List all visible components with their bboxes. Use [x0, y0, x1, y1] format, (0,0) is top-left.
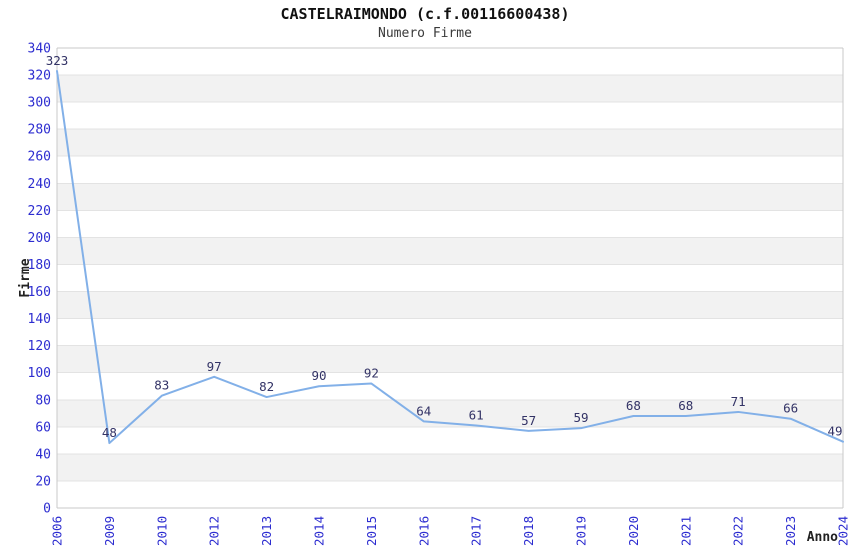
data-point-label: 57: [521, 413, 536, 428]
y-tick-label: 280: [28, 123, 51, 138]
data-series-line: [56, 70, 844, 445]
y-tick-label: 180: [28, 258, 51, 273]
y-tick-label: 160: [28, 285, 51, 300]
x-tick-label: 2012: [207, 516, 222, 546]
data-point-label: 97: [207, 359, 222, 374]
data-point-label: 66: [783, 401, 798, 416]
y-tick-label: 40: [35, 447, 51, 462]
x-tick-label: 2024: [836, 516, 850, 546]
y-tick-label: 0: [43, 502, 51, 517]
y-tick-label: 20: [35, 474, 51, 489]
background-band: [57, 75, 843, 103]
data-point-label: 83: [154, 378, 169, 393]
data-point-label: 323: [46, 53, 69, 68]
y-tick-label: 60: [35, 420, 51, 435]
y-tick-label: 240: [28, 177, 51, 192]
x-tick-label: 2017: [469, 516, 484, 546]
y-tick-label: 80: [35, 393, 51, 408]
data-point-label: 49: [827, 424, 842, 439]
y-tick-label: 260: [28, 150, 51, 165]
data-point-label: 59: [573, 410, 588, 425]
y-tick-label: 320: [28, 69, 51, 84]
x-tick-label: 2015: [364, 516, 379, 546]
y-tick-label: 120: [28, 339, 51, 354]
x-axis-title: Anno: [807, 530, 838, 545]
x-tick-label: 2016: [416, 516, 431, 546]
background-band: [57, 129, 843, 157]
y-tick-label: 100: [28, 366, 51, 381]
chart-title: CASTELRAIMONDO (c.f.00116600438): [280, 5, 570, 23]
y-tick-label: 140: [28, 312, 51, 327]
data-point-label: 68: [626, 398, 641, 413]
x-tick-label: 2023: [783, 516, 798, 546]
background-band: [57, 453, 843, 481]
x-tick-label: 2006: [50, 516, 65, 546]
data-point-label: 92: [364, 366, 379, 381]
x-tick-label: 2019: [574, 516, 589, 546]
y-axis-title: Firme: [18, 258, 33, 297]
x-tick-label: 2018: [521, 516, 536, 546]
y-tick-label: 300: [28, 96, 51, 111]
data-point-label: 68: [678, 398, 693, 413]
data-point-label: 61: [469, 407, 484, 422]
background-band: [57, 183, 843, 211]
chart-subtitle: Numero Firme: [378, 26, 472, 41]
x-tick-label: 2020: [626, 516, 641, 546]
data-point-label: 64: [416, 403, 431, 418]
x-tick-label: 2021: [678, 516, 693, 546]
x-tick-label: 2010: [154, 516, 169, 546]
x-tick-label: 2014: [312, 516, 327, 546]
background-band: [57, 237, 843, 265]
background-band: [57, 291, 843, 319]
data-point-label: 71: [731, 394, 746, 409]
y-tick-label: 200: [28, 231, 51, 246]
data-point-label: 82: [259, 379, 274, 394]
y-tick-label: 340: [28, 42, 51, 57]
data-point-label: 90: [311, 368, 326, 383]
x-tick-label: 2009: [102, 516, 117, 546]
background-band: [57, 345, 843, 373]
x-tick-label: 2013: [259, 516, 274, 546]
y-tick-label: 220: [28, 204, 51, 219]
data-point-label: 48: [102, 425, 117, 440]
x-tick-label: 2022: [731, 516, 746, 546]
